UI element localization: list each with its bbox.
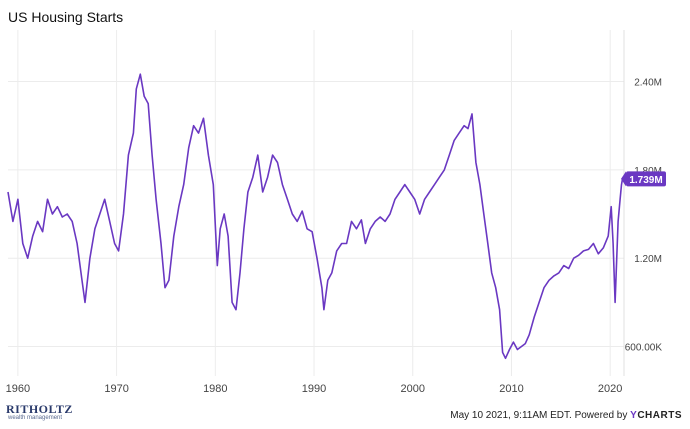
housing-starts-chart: 1960 1970 1980 1990 2000 2010 2020 600.00K 1.20M… — [6, 30, 666, 395]
logo-main-text: RITHOLTZ — [6, 402, 73, 416]
footer-powered-by: Powered by — [574, 410, 628, 421]
footer-timestamp: May 10 2021, 9:11AM EDT. — [450, 410, 572, 421]
series-line — [7, 73, 624, 360]
ycharts-brand-text: CHARTS — [637, 410, 682, 421]
x-tick-label: 2010 — [499, 383, 523, 395]
y-tick-label: 2.40M — [634, 78, 662, 89]
chart-title: US Housing Starts — [8, 9, 124, 25]
ycharts-link[interactable]: YCHARTS — [630, 410, 682, 421]
last-value-label: 1.739M — [629, 175, 662, 186]
footer: May 10 2021, 9:11AM EDT. Powered by YCHA… — [450, 410, 682, 421]
axis-labels: 1960 1970 1980 1990 2000 2010 2020 600.00K 1.20M… — [6, 78, 666, 395]
ycharts-y-icon: Y — [630, 410, 638, 421]
last-value-pointer — [621, 171, 626, 187]
x-tick-label: 2020 — [598, 383, 622, 395]
x-tick-label: 1980 — [203, 383, 227, 395]
series-layer — [7, 73, 624, 360]
y-tick-label: 600.00K — [625, 343, 663, 354]
x-tick-label: 1970 — [104, 383, 128, 395]
grid — [8, 30, 625, 376]
y-tick-label: 1.20M — [634, 254, 662, 265]
logo-sub-text: wealth management — [8, 415, 63, 421]
last-value-badge — [626, 171, 666, 187]
x-tick-label: 2000 — [401, 383, 425, 395]
ritholtz-logo: RITHOLTZ wealth management — [6, 402, 73, 421]
x-tick-label: 1960 — [6, 383, 30, 395]
x-tick-label: 1990 — [302, 383, 326, 395]
